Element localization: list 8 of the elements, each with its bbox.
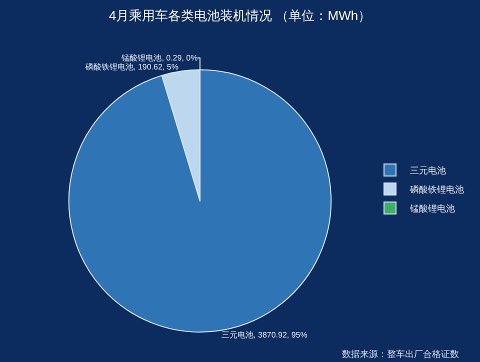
data-label: 三元电池, 3870.92, 95%	[222, 330, 308, 340]
data-label: 锰酸锂电池, 0.29, 0%	[120, 53, 198, 62]
legend-label: 锰酸锂电池	[409, 204, 455, 214]
legend-label: 磷酸铁锂电池	[409, 184, 464, 195]
chart-title: 4月乘用车各类电池装机情况 （单位：MWh）	[108, 8, 372, 23]
source-note: 数据来源：整车出厂合格证数	[342, 349, 459, 359]
legend-label: 三元电池	[410, 166, 446, 176]
data-label: 磷酸铁锂电池, 190.62, 5%	[84, 62, 178, 72]
